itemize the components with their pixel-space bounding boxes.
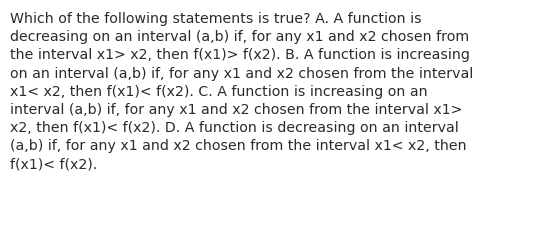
- Text: Which of the following statements is​ true? A. A function is
decreasing on an in: Which of the following statements is​ tr…: [10, 12, 473, 171]
